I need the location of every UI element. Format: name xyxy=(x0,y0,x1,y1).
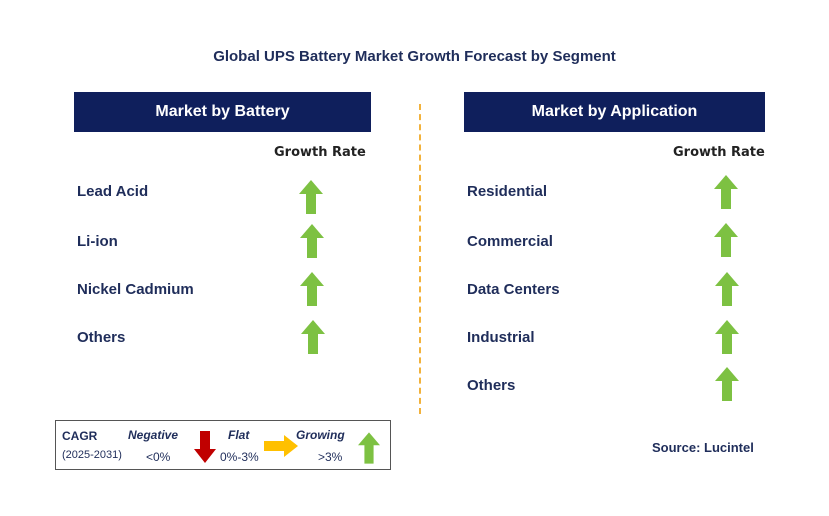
panel-divider xyxy=(419,104,421,414)
legend-negative-label: Negative xyxy=(128,428,179,442)
up-arrow-icon xyxy=(715,272,739,306)
application-row-industrial: Industrial xyxy=(467,329,535,346)
application-row-others: Others xyxy=(467,377,516,394)
legend-negative-range: <0% xyxy=(146,450,171,464)
battery-row-nickel-cadmium: Nickel Cadmium xyxy=(77,281,194,298)
battery-row-others: Others xyxy=(77,329,126,346)
up-arrow-icon xyxy=(300,224,324,258)
application-row-commercial: Commercial xyxy=(467,233,553,250)
cagr-legend: CAGR (2025-2031) Negative <0% Flat 0%-3%… xyxy=(55,420,391,470)
application-growth-rate-label: Growth Rate xyxy=(673,145,765,160)
battery-growth-rate-label: Growth Rate xyxy=(274,145,366,160)
chart-title: Global UPS Battery Market Growth Forecas… xyxy=(213,48,616,65)
legend-period-label: (2025-2031) xyxy=(62,449,122,461)
legend-flat-label: Flat xyxy=(228,428,250,442)
legend-flat-range: 0%-3% xyxy=(220,450,259,464)
application-row-data-centers: Data Centers xyxy=(467,281,560,298)
legend-growing-label: Growing xyxy=(296,428,345,442)
up-arrow-icon xyxy=(301,320,325,354)
up-arrow-icon xyxy=(714,175,738,209)
battery-row-lead-acid: Lead Acid xyxy=(77,183,149,200)
battery-panel-header: Market by Battery xyxy=(74,92,371,132)
up-arrow-icon xyxy=(715,367,739,401)
up-arrow-icon xyxy=(714,223,738,257)
application-panel-header: Market by Application xyxy=(464,92,765,132)
up-arrow-icon xyxy=(299,180,323,214)
up-arrow-icon xyxy=(715,320,739,354)
right-arrow-icon xyxy=(264,435,298,457)
application-row-residential: Residential xyxy=(467,183,548,200)
source-label: Source: Lucintel xyxy=(652,440,754,455)
legend-growing-range: >3% xyxy=(318,450,343,464)
battery-row-li-ion: Li-ion xyxy=(77,233,118,250)
up-arrow-icon xyxy=(300,272,324,306)
legend-cagr-label: CAGR xyxy=(62,429,98,443)
up-arrow-icon xyxy=(358,432,380,464)
down-arrow-icon xyxy=(194,431,216,463)
